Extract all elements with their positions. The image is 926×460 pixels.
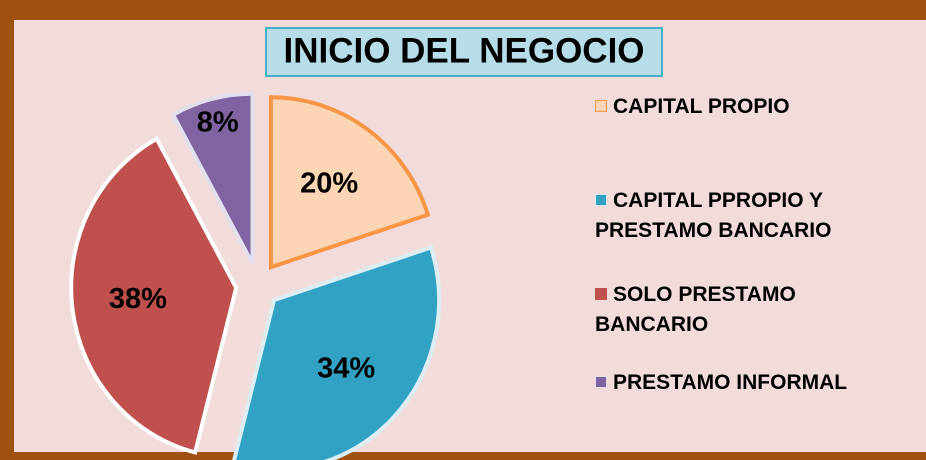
data-label: 38% bbox=[109, 283, 167, 315]
pie-slice bbox=[232, 244, 442, 460]
legend-swatch bbox=[595, 288, 607, 300]
legend-swatch bbox=[595, 100, 607, 112]
legend-label: PRESTAMO INFORMAL bbox=[613, 371, 848, 394]
legend-label: CAPITAL PROPIO bbox=[613, 95, 790, 118]
chart-title: INICIO DEL NEGOCIO bbox=[283, 31, 644, 70]
data-label: 34% bbox=[317, 353, 375, 385]
pie-slice bbox=[268, 95, 431, 270]
legend-swatch bbox=[595, 376, 607, 388]
data-label: 8% bbox=[197, 106, 239, 138]
legend-label: SOLO PRESTAMO BANCARIO bbox=[595, 283, 796, 336]
legend-swatch bbox=[595, 194, 607, 206]
pie-slice bbox=[69, 136, 239, 455]
pie-slice bbox=[170, 91, 255, 265]
title-box bbox=[265, 27, 663, 77]
legend-item: CAPITAL PROPIO bbox=[595, 92, 905, 122]
legend-item: PRESTAMO INFORMAL bbox=[595, 368, 905, 398]
legend-item: CAPITAL PPROPIO Y PRESTAMO BANCARIO bbox=[595, 186, 905, 246]
legend-label: CAPITAL PPROPIO Y PRESTAMO BANCARIO bbox=[595, 189, 832, 242]
data-label: 20% bbox=[300, 167, 358, 199]
legend-item: SOLO PRESTAMO BANCARIO bbox=[595, 280, 905, 340]
